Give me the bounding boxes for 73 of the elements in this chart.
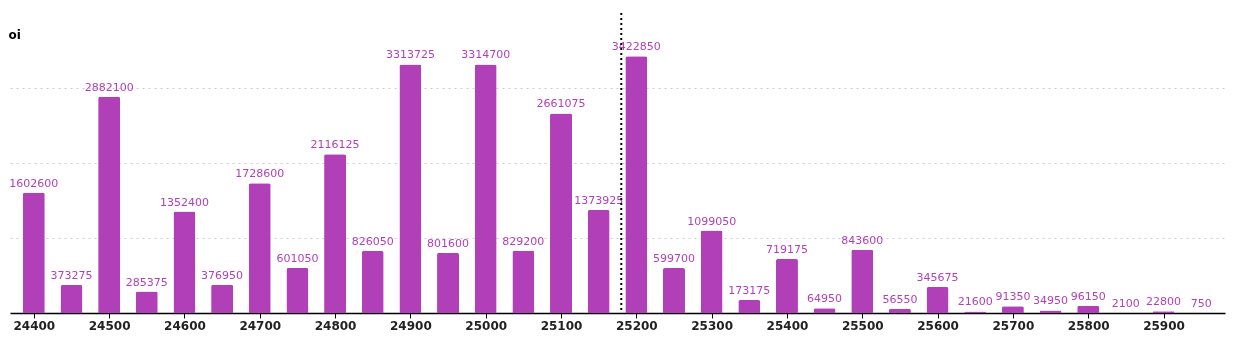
bar <box>625 56 648 313</box>
x-tick-label: 25600 <box>917 318 959 333</box>
bar <box>22 192 45 313</box>
data-label: 285375 <box>125 275 168 289</box>
data-label: 719175 <box>765 243 808 257</box>
x-tick-label: 25900 <box>1143 318 1185 333</box>
data-label: 173175 <box>728 284 771 298</box>
bar <box>135 291 158 313</box>
bar <box>512 250 535 313</box>
data-label: 2882100 <box>84 80 134 94</box>
x-tick-label: 24600 <box>164 318 206 333</box>
data-label: 599700 <box>652 252 695 266</box>
bar <box>550 113 573 313</box>
bar <box>1077 305 1100 313</box>
data-label: 601050 <box>276 251 319 265</box>
data-label: 3313725 <box>385 48 435 62</box>
bar <box>211 284 234 313</box>
data-label: 96150 <box>1070 289 1106 303</box>
x-tick-label: 24900 <box>390 318 432 333</box>
data-label: 3422850 <box>611 40 661 54</box>
data-label: 345675 <box>916 271 959 285</box>
data-label: 826050 <box>351 235 394 249</box>
data-label: 1373925 <box>574 193 624 207</box>
data-label: 376950 <box>201 268 244 282</box>
x-tick-label: 25100 <box>540 318 583 333</box>
bar <box>662 268 685 313</box>
data-label: 22800 <box>1146 295 1182 309</box>
x-tick-label: 24500 <box>88 318 131 333</box>
data-label: 801600 <box>427 236 470 250</box>
x-tick-label: 25300 <box>691 318 734 333</box>
data-label: 2661075 <box>536 97 586 111</box>
data-label: 34950 <box>1033 294 1069 308</box>
data-label: 91350 <box>995 290 1031 304</box>
data-label: 64950 <box>807 292 843 306</box>
bar <box>474 64 497 313</box>
x-tick-label: 25500 <box>841 318 884 333</box>
bar <box>248 183 271 313</box>
data-label: 2116125 <box>310 138 360 152</box>
data-label: 373275 <box>50 269 93 282</box>
bar <box>324 154 347 313</box>
data-label: 843600 <box>841 233 884 247</box>
bar <box>437 252 460 313</box>
data-label: 1728600 <box>235 167 285 181</box>
bar <box>399 64 422 313</box>
bar <box>926 287 949 313</box>
bar <box>286 267 309 313</box>
data-label: 2100 <box>1111 296 1140 310</box>
x-tick-label: 25200 <box>615 318 658 333</box>
bar <box>361 251 384 313</box>
data-label: 1099050 <box>687 214 737 228</box>
x-tick-label: 24800 <box>314 318 357 333</box>
x-tick-label: 25400 <box>766 318 809 333</box>
y-axis-title: oi <box>8 27 21 42</box>
data-label: 829200 <box>502 234 545 248</box>
data-label: 1602600 <box>9 176 59 190</box>
data-label: 750 <box>1190 296 1212 310</box>
bar <box>173 211 196 313</box>
bar <box>775 259 798 313</box>
x-tick-label: 24400 <box>13 318 56 333</box>
bar <box>700 230 723 313</box>
x-tick-label: 25800 <box>1067 318 1110 333</box>
bar <box>738 300 761 313</box>
bar <box>851 249 874 313</box>
x-tick-label: 25700 <box>992 318 1035 333</box>
x-tick-label: 24700 <box>239 318 282 333</box>
data-label: 56550 <box>882 292 918 306</box>
bar <box>587 209 610 313</box>
bar <box>60 285 83 313</box>
data-label: 21600 <box>957 295 993 309</box>
bar <box>98 96 121 313</box>
data-label: 3314700 <box>461 48 511 62</box>
data-label: 1352400 <box>159 195 209 209</box>
x-tick-label: 25000 <box>465 318 508 333</box>
